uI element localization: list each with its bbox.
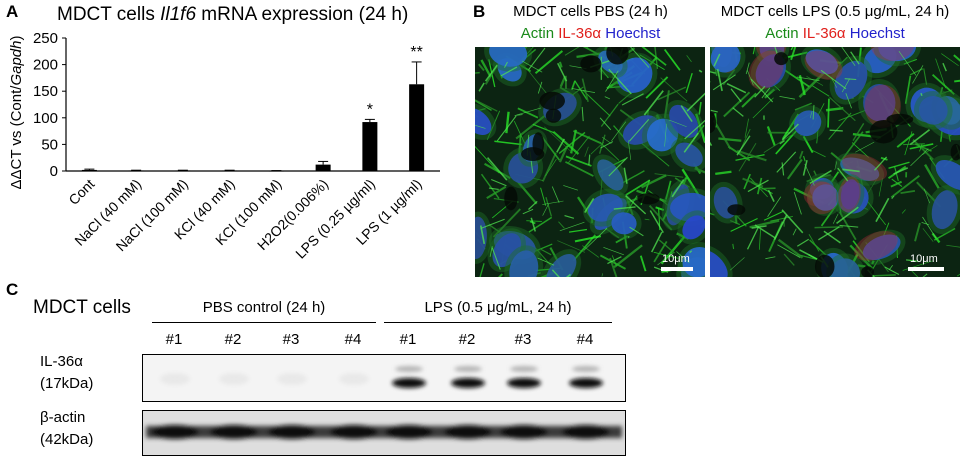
lane-label: #3 xyxy=(514,331,532,348)
stain-il36a: IL-36α xyxy=(802,25,846,42)
chart-title-prefix: MDCT cells xyxy=(57,4,161,25)
micrograph-lps-stains: Actin IL-36α Hoechst xyxy=(706,25,964,42)
micrograph-pbs-stains: Actin IL-36α Hoechst xyxy=(478,25,703,42)
bar xyxy=(222,170,238,172)
lane-label: #4 xyxy=(576,331,594,348)
lane-label: #1 xyxy=(165,331,183,348)
y-tick-label: 250 xyxy=(33,30,58,47)
stain-actin: Actin xyxy=(520,25,555,42)
bar xyxy=(175,170,191,172)
y-tick-label: 100 xyxy=(33,110,58,127)
x-tick-label: Cont xyxy=(65,176,97,208)
significance-label: ** xyxy=(410,44,422,61)
panel-letter-b: B xyxy=(473,2,486,21)
wb-group-lps-label: LPS (0.5 μg/mL, 24 h) xyxy=(424,299,572,316)
blot-actin-name: β-actin xyxy=(40,409,86,426)
significance-label: * xyxy=(367,101,373,118)
y-axis-label: ΔΔCT vs (Cont/Gapdh) xyxy=(8,36,25,190)
chart-title-gene: Il1f6 xyxy=(160,4,197,25)
bar xyxy=(81,169,97,171)
blot-actin-size: (42kDa) xyxy=(40,431,94,448)
panel-letter-c: C xyxy=(6,280,19,299)
micrograph-lps-image: 10μm xyxy=(710,47,960,277)
wb-group-pbs-label: PBS control (24 h) xyxy=(202,299,326,316)
chart-title-suffix: mRNA expression (24 h) xyxy=(196,4,409,25)
blot-il36a-name: IL-36α xyxy=(40,353,83,370)
chart-title: MDCT cells Il1f6 mRNA expression (24 h) xyxy=(57,4,408,26)
micrograph-pbs-image: 10μm xyxy=(475,47,705,277)
blot-il36a-image xyxy=(142,354,626,402)
wb-group-lps-line xyxy=(384,322,612,323)
y-tick-label: 50 xyxy=(41,136,58,153)
scale-bar xyxy=(661,267,693,271)
blot-actin-image xyxy=(142,410,626,456)
bar xyxy=(315,164,331,171)
stain-hoechst: Hoechst xyxy=(605,25,661,42)
y-tick-label: 200 xyxy=(33,57,58,74)
y-tick-label: 0 xyxy=(50,163,58,180)
wb-cell-label: MDCT cells xyxy=(33,297,131,318)
y-tick-label: 150 xyxy=(33,83,58,100)
panel-letter-a: A xyxy=(6,2,19,21)
blot-il36a-size: (17kDa) xyxy=(40,375,94,392)
blot-il36a-label: IL-36α (17kDa) xyxy=(40,351,93,395)
stain-il36a: IL-36α xyxy=(558,25,602,42)
x-tick-label: LPS (0.25 µg/ml) xyxy=(292,176,378,262)
stain-actin: Actin xyxy=(765,25,799,42)
micrograph-lps-title: MDCT cells LPS (0.5 μg/mL, 24 h) xyxy=(720,3,950,20)
scale-bar xyxy=(908,267,944,271)
bar xyxy=(409,84,425,171)
bar xyxy=(362,122,378,171)
blot-actin-label: β-actin (42kDa) xyxy=(40,407,93,451)
lane-label: #1 xyxy=(399,331,417,348)
lane-label: #4 xyxy=(344,331,362,348)
lane-label: #3 xyxy=(282,331,300,348)
lane-label: #2 xyxy=(458,331,476,348)
bar xyxy=(128,170,144,172)
stain-hoechst: Hoechst xyxy=(849,25,905,42)
lane-label: #2 xyxy=(224,331,242,348)
bar xyxy=(268,170,284,172)
micrograph-pbs-title: MDCT cells PBS (24 h) xyxy=(513,3,668,20)
wb-group-pbs-line xyxy=(152,322,376,323)
scale-label: 10μm xyxy=(910,253,938,265)
scale-label: 10μm xyxy=(662,253,690,265)
